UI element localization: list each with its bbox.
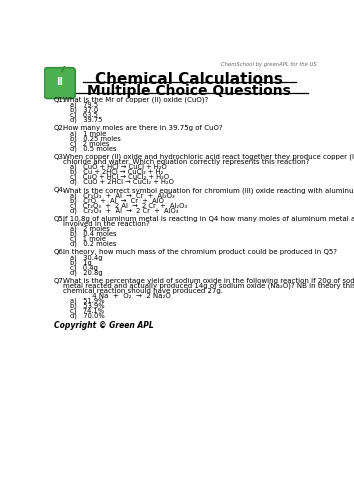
Text: a)   1 mole: a) 1 mole: [70, 130, 106, 137]
Text: What is the Mr of copper (II) oxide (CuO)?: What is the Mr of copper (II) oxide (CuO…: [63, 97, 208, 103]
Text: d)   20.8g: d) 20.8g: [70, 270, 102, 276]
Text: d)   0.2 moles: d) 0.2 moles: [70, 241, 116, 248]
Text: Copyright © Green APL: Copyright © Green APL: [53, 320, 153, 330]
Text: metal reacted and actually produced 14g of sodium oxide (Na₂O)? NB in theory thi: metal reacted and actually produced 14g …: [63, 283, 354, 290]
Text: c)   Cr₂O₃  +  2 Al  →  2 Cr  +  Al₂O₃: c) Cr₂O₃ + 2 Al → 2 Cr + Al₂O₃: [70, 202, 187, 209]
Text: d)   Cr₂O₃  +  Al  →  2 Cr  +  AlO₃: d) Cr₂O₃ + Al → 2 Cr + AlO₃: [70, 208, 178, 214]
Text: d)   0.5 moles: d) 0.5 moles: [70, 146, 116, 152]
FancyBboxPatch shape: [44, 68, 75, 98]
Text: a)   CuO + HCl → CuCl + H₂O: a) CuO + HCl → CuCl + H₂O: [70, 164, 167, 170]
Text: a)   30.4g: a) 30.4g: [70, 254, 102, 261]
Text: a)   51.9%: a) 51.9%: [70, 298, 104, 304]
Text: Q2.: Q2.: [53, 126, 65, 132]
Text: When copper (II) oxide and hydrochloric acid react together they produce copper : When copper (II) oxide and hydrochloric …: [63, 154, 354, 160]
Text: c)   74.1%: c) 74.1%: [70, 308, 104, 314]
Text: Q7.: Q7.: [53, 278, 66, 284]
Text: ChemSchool by greenAPL for the US: ChemSchool by greenAPL for the US: [221, 62, 316, 68]
Text: How many moles are there in 39.75g of CuO?: How many moles are there in 39.75g of Cu…: [63, 126, 222, 132]
Text: What is the correct symbol equation for chromium (III) oxide reacting with alumi: What is the correct symbol equation for …: [63, 188, 354, 194]
Text: a)   2 moles: a) 2 moles: [70, 226, 110, 232]
Text: II: II: [56, 78, 63, 88]
Text: 4 Na  +  O₂  →  2 Na₂O: 4 Na + O₂ → 2 Na₂O: [63, 293, 171, 299]
Text: d)   70.0%: d) 70.0%: [70, 313, 104, 320]
Text: chloride and water. Which equation correctly represents this reaction?: chloride and water. Which equation corre…: [63, 159, 309, 165]
Text: What is the percentage yield of sodium oxide in the following reaction if 20g of: What is the percentage yield of sodium o…: [63, 278, 354, 284]
Text: d)   39.75: d) 39.75: [70, 117, 102, 123]
Text: Chemical Calculations: Chemical Calculations: [95, 72, 283, 88]
Text: b)   53.9%: b) 53.9%: [70, 303, 104, 310]
Text: a)   79.5: a) 79.5: [70, 102, 98, 108]
Text: c)   CuO + HCl → CuCl₂ + H₂O: c) CuO + HCl → CuCl₂ + H₂O: [70, 174, 169, 180]
Text: c)   63.5: c) 63.5: [70, 112, 98, 118]
Text: chemical reaction should have produced 27g.: chemical reaction should have produced 2…: [63, 288, 223, 294]
Text: c)   1 mole: c) 1 mole: [70, 236, 106, 242]
Text: b)   Cu + 2HCl → CuCl₂ + H₂: b) Cu + 2HCl → CuCl₂ + H₂: [70, 169, 163, 175]
Text: d)   CuO + 2HCl → CuCl₂ + H₂O: d) CuO + 2HCl → CuCl₂ + H₂O: [70, 179, 174, 186]
Text: b)   0.4 moles: b) 0.4 moles: [70, 231, 116, 237]
Text: b)   1g: b) 1g: [70, 260, 92, 266]
Text: c)   0.4g: c) 0.4g: [70, 264, 98, 271]
Text: involved in the reaction?: involved in the reaction?: [63, 221, 150, 227]
Text: Multiple Choice Questions: Multiple Choice Questions: [87, 84, 291, 98]
Text: In theory, how much mass of the chromium product could be produced in Q5?: In theory, how much mass of the chromium…: [63, 250, 337, 256]
Text: a)   Cr₂O₃  +  Al  →  Cr  +  Al₂O₃: a) Cr₂O₃ + Al → Cr + Al₂O₃: [70, 192, 175, 199]
Text: Q3.: Q3.: [53, 154, 66, 160]
Text: Q1.: Q1.: [53, 97, 66, 103]
Text: If 10.8g of aluminum metal is reacting in Q4 how many moles of aluminum metal ar: If 10.8g of aluminum metal is reacting i…: [63, 216, 354, 222]
Text: b)   CrO  +  Al  →  Cr  +  AlO: b) CrO + Al → Cr + AlO: [70, 198, 164, 204]
Text: Q4.: Q4.: [53, 188, 65, 194]
Text: b)   0.25 moles: b) 0.25 moles: [70, 136, 121, 142]
Text: b)   37.0: b) 37.0: [70, 107, 98, 114]
Text: Q5.: Q5.: [53, 216, 65, 222]
Text: Q6.: Q6.: [53, 250, 66, 256]
Text: c)   2 moles: c) 2 moles: [70, 140, 109, 147]
